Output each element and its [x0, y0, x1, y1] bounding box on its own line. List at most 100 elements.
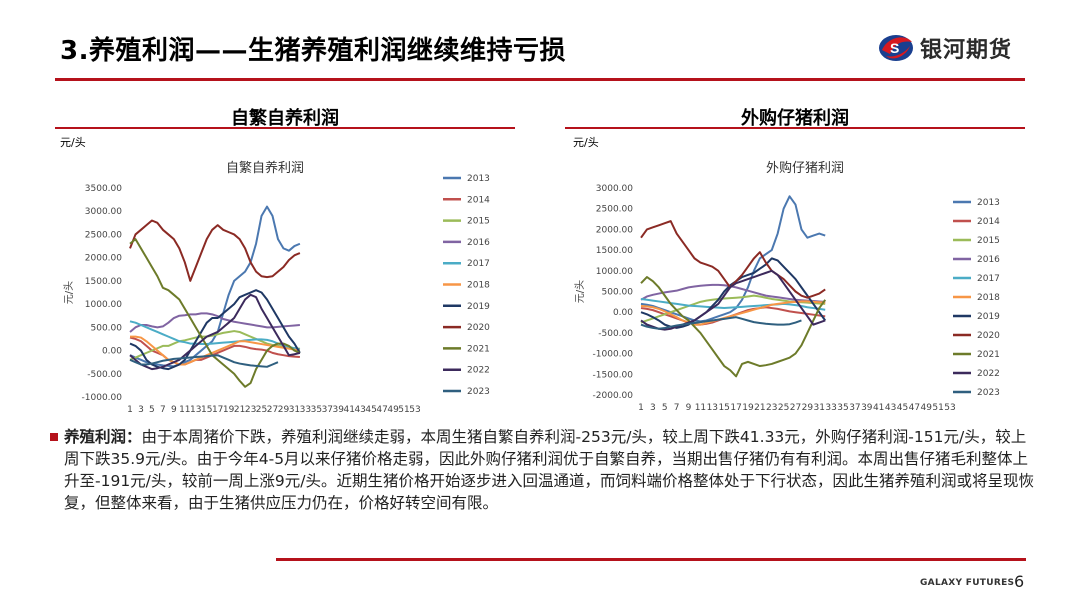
y-tick-label: 2000.00 [596, 225, 633, 235]
x-tick-label: 49 [921, 403, 933, 413]
series-line-2021 [640, 276, 827, 378]
x-tick-label: 19 [742, 403, 754, 413]
x-tick-label: 9 [171, 405, 177, 415]
legend-label-2017: 2017 [977, 274, 1000, 284]
legend-label-2013: 2013 [977, 198, 1000, 208]
x-tick-label: 31 [814, 403, 825, 413]
series-line-2020 [129, 219, 301, 282]
x-tick-label: 7 [674, 403, 680, 413]
x-tick-label: 25 [256, 405, 267, 415]
y-tick-label: 1500.00 [85, 277, 122, 287]
y-tick-label: -500.00 [598, 329, 633, 339]
series-line-2014 [129, 336, 300, 366]
x-tick-label: 47 [909, 403, 920, 413]
legend-label-2021: 2021 [977, 350, 1000, 360]
company-logo: S 银河期货 [876, 28, 1036, 68]
x-tick-label: 21 [234, 405, 245, 415]
x-tick-label: 23 [766, 403, 777, 413]
x-tick-label: 13 [190, 405, 201, 415]
legend-label-2019: 2019 [467, 302, 490, 312]
legend-label-2023: 2023 [467, 387, 490, 397]
y-tick-label: 1000.00 [85, 300, 122, 310]
y-tick-label: 1000.00 [596, 267, 633, 277]
chart-right-unit: 元/头 [573, 136, 599, 149]
x-tick-label: 27 [267, 405, 278, 415]
x-tick-label: 43 [354, 405, 365, 415]
x-tick-label: 15 [201, 405, 212, 415]
x-tick-label: 53 [409, 405, 420, 415]
x-tick-label: 41 [344, 405, 355, 415]
summary-lead: 养殖利润： [64, 428, 142, 446]
legend-label-2020: 2020 [977, 331, 1000, 341]
legend-label-2021: 2021 [467, 344, 490, 354]
x-tick-label: 51 [932, 403, 943, 413]
footer-brand: GALAXY FUTURES [920, 578, 1015, 588]
logo-text: 银河期货 [920, 38, 1013, 63]
y-tick-label: 1500.00 [596, 246, 633, 256]
legend-label-2018: 2018 [467, 281, 490, 291]
x-tick-label: 39 [333, 405, 345, 415]
series-line-2018 [640, 300, 826, 326]
series-line-2022 [640, 269, 826, 331]
x-tick-label: 3 [138, 405, 144, 415]
chart-left-title-rule [55, 127, 515, 129]
x-tick-label: 47 [376, 405, 387, 415]
y-tick-label: 2500.00 [596, 205, 633, 215]
page-number: 6 [1014, 572, 1025, 591]
y-tick-label: -500.00 [87, 370, 122, 380]
x-tick-label: 53 [944, 403, 955, 413]
legend-label-2015: 2015 [467, 217, 490, 227]
x-tick-label: 13 [707, 403, 718, 413]
legend-label-2016: 2016 [977, 255, 1000, 265]
x-tick-label: 39 [861, 403, 873, 413]
x-tick-label: 43 [885, 403, 896, 413]
summary-text: 由于本周猪价下跌，养殖利润继续走弱，本周生猪自繁自养利润-253元/头，较上周下… [64, 428, 1034, 512]
series-line-2023 [129, 354, 279, 368]
summary-paragraph: 养殖利润：由于本周猪价下跌，养殖利润继续走弱，本周生猪自繁自养利润-253元/头… [64, 426, 1034, 514]
series-line-2017 [640, 297, 826, 311]
legend-label-2020: 2020 [467, 323, 490, 333]
x-tick-label: 37 [322, 405, 333, 415]
series-line-2013 [129, 205, 301, 368]
x-tick-label: 11 [695, 403, 706, 413]
chart-right-section-title: 外购仔猪利润 [741, 108, 849, 129]
x-tick-label: 1 [638, 403, 644, 413]
x-tick-label: 45 [897, 403, 908, 413]
y-axis-label: 元/头 [63, 281, 75, 304]
y-tick-label: 3000.00 [596, 184, 633, 194]
x-tick-label: 17 [212, 405, 223, 415]
x-tick-label: 35 [311, 405, 322, 415]
y-tick-label: -2000.00 [593, 391, 634, 401]
chart-inner-title: 外购仔猪利润 [766, 160, 844, 176]
x-tick-label: 33 [300, 405, 311, 415]
profit-chart-purchased-piglets: 外购仔猪利润元/头3000.002500.002000.001500.00100… [574, 160, 1000, 413]
legend-label-2018: 2018 [977, 293, 1000, 303]
y-tick-label: 500.00 [602, 288, 634, 298]
chart-left-section-title: 自繁自养利润 [231, 108, 339, 129]
y-tick-label: -1000.00 [593, 350, 634, 360]
legend-label-2014: 2014 [977, 217, 1000, 227]
x-tick-label: 29 [802, 403, 814, 413]
x-tick-label: 45 [365, 405, 376, 415]
series-line-2023 [640, 316, 802, 330]
series-line-2017 [129, 320, 301, 351]
x-tick-label: 5 [662, 403, 668, 413]
x-tick-label: 51 [398, 405, 409, 415]
x-tick-label: 11 [179, 405, 190, 415]
series-line-2022 [129, 293, 301, 371]
x-tick-label: 21 [754, 403, 765, 413]
series-line-2021 [129, 238, 301, 388]
series-line-2018 [130, 335, 301, 366]
y-tick-label: 500.00 [91, 323, 123, 333]
y-tick-label: 0.00 [102, 347, 122, 357]
y-tick-label: 2500.00 [85, 230, 122, 240]
legend-label-2023: 2023 [977, 388, 1000, 398]
legend-label-2022: 2022 [467, 366, 490, 376]
legend-label-2019: 2019 [977, 312, 1000, 322]
x-tick-label: 29 [278, 405, 290, 415]
legend-label-2014: 2014 [467, 195, 490, 205]
chart-right-title-rule [565, 127, 1025, 129]
x-tick-label: 33 [825, 403, 836, 413]
bullet-marker [50, 433, 58, 441]
x-tick-label: 37 [849, 403, 860, 413]
